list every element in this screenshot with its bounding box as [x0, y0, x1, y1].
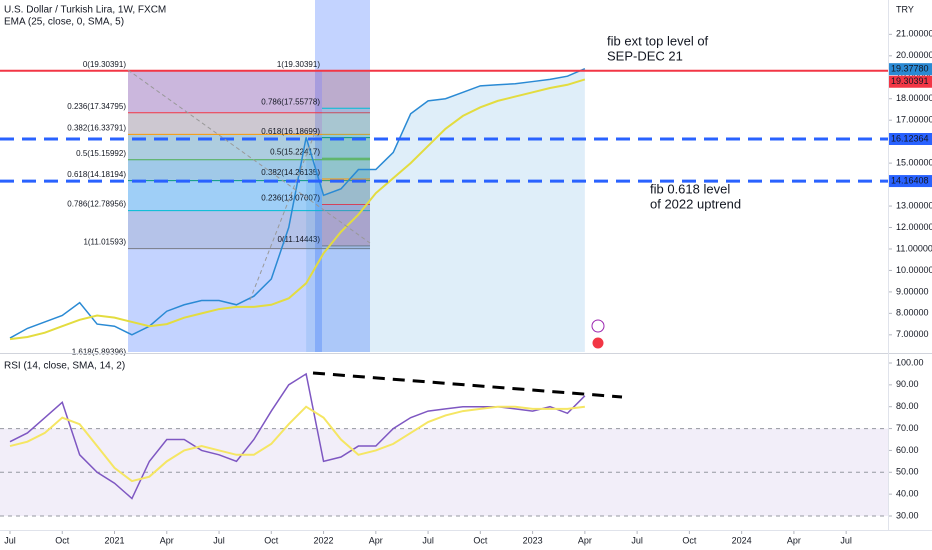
fib-band: [128, 70, 370, 113]
series-line: [9, 405, 585, 483]
y-tick-label: 13.00000: [896, 200, 932, 210]
y-tick-label: 9.00000: [896, 286, 929, 296]
chart-subtitle: EMA (25, close, 0, SMA, 5): [4, 17, 124, 28]
y-tick-label: 8.00000: [896, 308, 929, 318]
annotation: fib ext top level of: [607, 33, 709, 48]
y-tick-label: 12.00000: [896, 222, 932, 232]
fib-label: 0.236(17.34795): [67, 102, 126, 111]
fib-band: [128, 210, 370, 249]
fib-trend: [127, 69, 371, 244]
event-icon[interactable]: [591, 336, 605, 350]
level-tag-label: 16.12364: [891, 133, 929, 143]
fib-band: [128, 180, 370, 211]
level-tag-label: 19.30391: [891, 76, 929, 86]
x-tick-label: 2024: [732, 535, 752, 545]
fib-band: [322, 137, 370, 159]
plot-layer: 7.00000 8.00000 9.00000 10.00000 11.00000 12.…: [0, 4, 932, 545]
last-price-tag: [888, 63, 932, 76]
fib-label: 0.786(12.78956): [67, 200, 126, 209]
fib-label: 1(11.01593): [83, 238, 126, 247]
event-icon[interactable]: [591, 319, 605, 333]
fib-label: 0.618(14.18194): [67, 170, 126, 179]
x-tick-label: Jul: [422, 535, 434, 545]
x-tick-label: 2023: [523, 535, 543, 545]
highlight-range: [315, 0, 370, 352]
fib-label: 0(19.30391): [83, 60, 126, 69]
trend-line: [312, 371, 623, 399]
series-line: [9, 372, 586, 500]
y-tick-label: 7.00000: [896, 329, 929, 339]
level-tag: [888, 75, 932, 88]
fib-label: 0.5(15.22417): [270, 147, 320, 156]
x-tick-label: Apr: [578, 535, 592, 545]
chart-title: RSI (14, close, SMA, 14, 2): [4, 361, 125, 372]
annotation: SEP-DEC 21: [607, 48, 683, 63]
x-tick-label: Oct: [55, 535, 70, 545]
fib-trend: [249, 129, 317, 301]
series-line: [9, 78, 586, 341]
level-tag: [888, 133, 932, 146]
fib-band: [322, 70, 370, 109]
x-tick-label: Jul: [213, 535, 225, 545]
x-tick-label: Apr: [160, 535, 174, 545]
y-tick-label: 40.00: [896, 489, 919, 499]
fib-label: 1(19.30391): [277, 60, 320, 69]
fib-band: [128, 159, 370, 181]
x-tick-label: Jul: [631, 535, 643, 545]
y-tick-label: 10.00000: [896, 265, 932, 275]
y-tick-label: 100.00: [896, 357, 924, 367]
fib-band: [322, 108, 370, 138]
y-tick-label: 60.00: [896, 445, 919, 455]
y-tick-label: 17.00000: [896, 115, 932, 125]
y-tick-label: 80.00: [896, 401, 919, 411]
y-tick-label: 21.00000: [896, 29, 932, 39]
x-tick-label: Oct: [264, 535, 279, 545]
level-tag: [888, 175, 932, 188]
last-price-label: 19.37780: [891, 64, 929, 74]
x-tick-label: Oct: [682, 535, 697, 545]
y-tick-label: 15.00000: [896, 157, 932, 167]
fib-label: 0.382(16.33791): [67, 124, 126, 133]
annotation: of 2022 uptrend: [650, 196, 741, 211]
x-tick-label: 2021: [105, 535, 125, 545]
x-tick-label: Apr: [787, 535, 801, 545]
fib-label: 0.786(17.55778): [261, 97, 320, 106]
annotation: fib 0.618 level: [650, 181, 730, 196]
fib-label: 0.236(13.07007): [261, 194, 320, 203]
fib-label: 0.382(14.26135): [261, 168, 320, 177]
y-tick-label: 70.00: [896, 423, 919, 433]
fib-band: [322, 158, 370, 179]
fib-band: [128, 112, 370, 135]
y-tick-label: 90.00: [896, 379, 919, 389]
y-tick-label: 30.00: [896, 510, 919, 520]
fib-label: 1.618(5.89396): [72, 348, 127, 357]
y-tick-label: 20.00000: [896, 50, 932, 60]
x-tick-label: Jul: [840, 535, 852, 545]
x-tick-label: Oct: [473, 535, 488, 545]
level-tag-label: 14.16408: [891, 175, 929, 185]
y-tick-label: 11.00000: [896, 243, 932, 253]
chart-title: U.S. Dollar / Turkish Lira, 1W, FXCM: [4, 5, 166, 16]
y-tick-label: 50.00: [896, 467, 919, 477]
y-axis-label: TRY: [896, 4, 914, 14]
x-tick-label: Jul: [4, 535, 16, 545]
y-tick-label: 18.00000: [896, 93, 932, 103]
fib-label: 0.618(16.18699): [261, 127, 320, 136]
x-tick-label: Apr: [369, 535, 383, 545]
fib-label: 0.5(15.15992): [76, 149, 126, 158]
fib-label: 0(11.14443): [277, 235, 320, 244]
x-tick-label: 2022: [314, 535, 334, 545]
